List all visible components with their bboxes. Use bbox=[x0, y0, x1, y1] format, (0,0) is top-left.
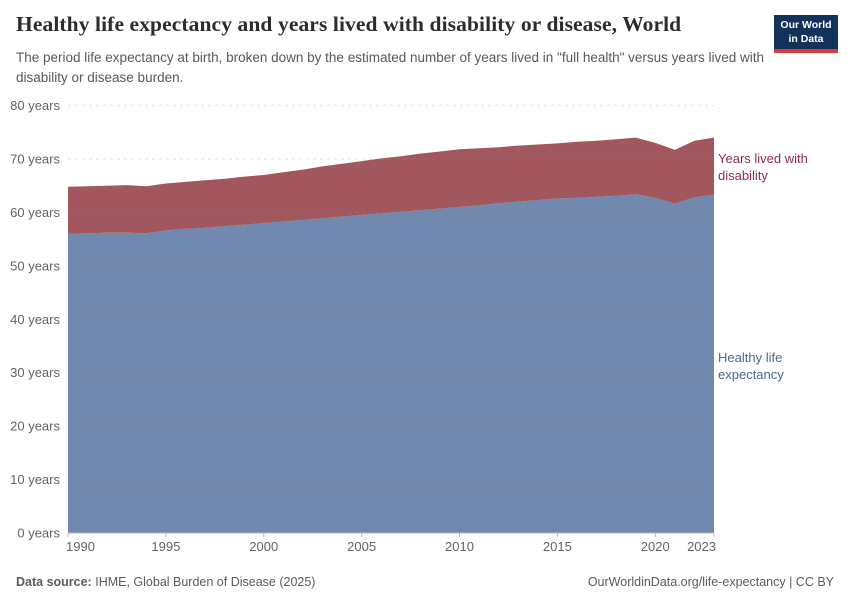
x-axis-tick-label: 2020 bbox=[641, 539, 670, 554]
chart-subtitle: The period life expectancy at birth, bro… bbox=[16, 50, 764, 85]
owid-logo[interactable]: Our World in Data bbox=[774, 15, 838, 54]
x-axis-tick-label: 2015 bbox=[543, 539, 572, 554]
data-source-label: Data source: bbox=[16, 575, 92, 589]
series-label-years-lived-with-disability: Years lived with disability bbox=[718, 151, 808, 184]
x-axis-tick-label: 1990 bbox=[66, 539, 95, 554]
x-axis-tick-label: 2010 bbox=[445, 539, 474, 554]
y-axis-tick-label: 50 years bbox=[10, 258, 60, 273]
y-axis-tick-label: 10 years bbox=[10, 472, 60, 487]
chart-title: Healthy life expectancy and years lived … bbox=[16, 12, 682, 36]
y-axis-tick-label: 80 years bbox=[10, 98, 60, 113]
chart-footer: Data source: IHME, Global Burden of Dise… bbox=[16, 575, 834, 589]
x-axis-tick-label: 2005 bbox=[347, 539, 376, 554]
x-axis-tick-label: 1995 bbox=[151, 539, 180, 554]
data-source: Data source: IHME, Global Burden of Dise… bbox=[16, 575, 315, 589]
x-axis-tick-label: 2000 bbox=[249, 539, 278, 554]
x-axis-tick-label: 2023 bbox=[687, 539, 716, 554]
credit-link[interactable]: OurWorldinData.org/life-expectancy | CC … bbox=[587, 575, 834, 589]
y-axis-tick-label: 30 years bbox=[10, 365, 60, 380]
y-axis-tick-label: 0 years bbox=[17, 526, 60, 541]
area-healthy-life-expectancy bbox=[68, 194, 714, 533]
series-label-healthy-life-expectancy: Healthy life expectancy bbox=[718, 350, 784, 383]
logo-line1: Our World bbox=[780, 19, 832, 31]
area-years-lived-with-disability bbox=[68, 137, 714, 234]
y-axis-tick-label: 60 years bbox=[10, 205, 60, 220]
y-axis-tick-label: 70 years bbox=[10, 151, 60, 166]
y-axis-tick-label: 40 years bbox=[10, 312, 60, 327]
data-source-text: IHME, Global Burden of Disease (2025) bbox=[95, 575, 316, 589]
y-axis-tick-label: 20 years bbox=[10, 419, 60, 434]
logo-line2: in Data bbox=[788, 32, 824, 45]
